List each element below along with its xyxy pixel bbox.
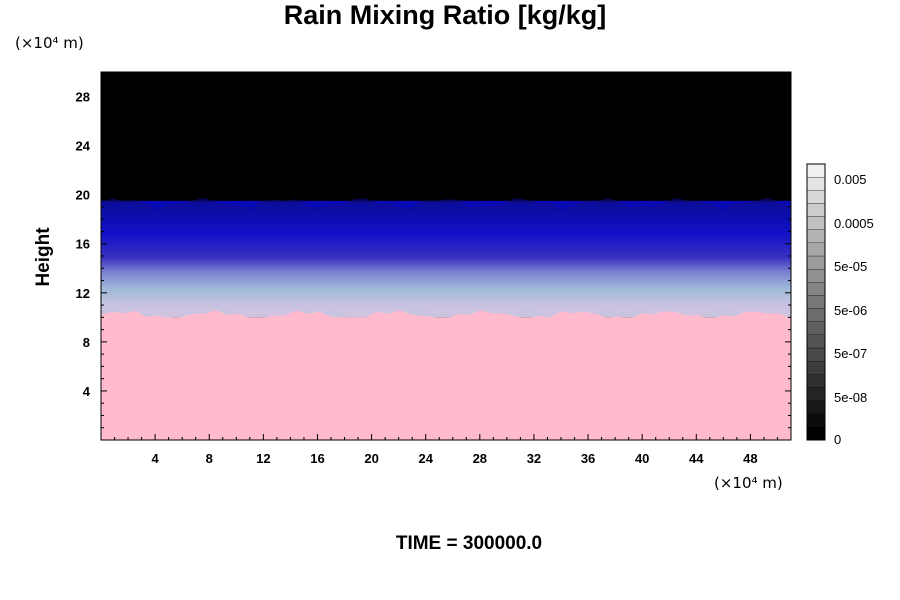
time-label: TIME = 300000.0 [396, 533, 542, 554]
colorbar-band [806, 426, 826, 441]
colorbar-band [806, 268, 826, 283]
colorbar-band [806, 295, 826, 309]
x-tick-label: 48 [743, 451, 757, 466]
x-tick-label: 4 [152, 451, 160, 466]
colorbar-band [806, 176, 826, 191]
x-tick-label: 36 [581, 451, 595, 466]
x-tick-label: 40 [635, 451, 649, 466]
x-tick-label: 28 [473, 451, 487, 466]
x-axis: 4 8 12 16 20 24 28 32 36 40 44 48 [114, 72, 778, 466]
y-tick-label: 16 [76, 237, 90, 252]
colorbar-label: 0 [834, 432, 841, 447]
x-tick-label: 44 [689, 451, 704, 466]
x-tick-label: 12 [256, 451, 270, 466]
x-tick-label: 24 [418, 451, 433, 466]
colorbar-band [806, 334, 826, 349]
y-tick-label: 20 [76, 188, 90, 203]
y-tick-label: 8 [83, 335, 90, 350]
y-tick-label: 28 [76, 90, 90, 105]
y-tick-label: 4 [83, 384, 91, 399]
colorbar-label: 5e-08 [834, 390, 867, 405]
x-tick-label: 16 [310, 451, 324, 466]
colorbar-frame [806, 163, 826, 441]
x-tick-label: 8 [206, 451, 213, 466]
colorbar-bands [806, 163, 826, 441]
colorbar-band [806, 255, 826, 270]
colorbar-band [806, 387, 826, 401]
colorbar-band [806, 282, 826, 296]
colorbar-band [806, 413, 826, 428]
colorbar-band [806, 308, 826, 322]
colorbar-label: 0.005 [834, 172, 867, 187]
colorbar-band [806, 163, 826, 178]
x-tick-label: 32 [527, 451, 541, 466]
x-scale-label: (×10⁴ m) [714, 474, 783, 492]
colorbar-band [806, 347, 826, 362]
y-tick-label: 12 [76, 286, 90, 301]
colorbar-band [806, 190, 826, 204]
y-tick-label: 24 [76, 139, 91, 154]
colorbar-band [806, 360, 826, 375]
heatmap-layers [101, 72, 791, 440]
cloud-band [101, 196, 791, 319]
colorbar-labels: 0.005 0.0005 5e-05 5e-06 5e-07 5e-08 0 [834, 172, 874, 447]
heatmap-layer-top [101, 72, 791, 201]
colorbar-label: 5e-07 [834, 346, 867, 361]
colorbar-label: 0.0005 [834, 216, 874, 231]
chart-title: Rain Mixing Ratio [kg/kg] [284, 0, 607, 30]
colorbar-label: 5e-06 [834, 303, 867, 318]
y-axis-label: Height [33, 227, 54, 287]
colorbar-band [806, 216, 826, 230]
colorbar: 0.005 0.0005 5e-05 5e-06 5e-07 5e-08 0 [806, 163, 874, 447]
colorbar-band [806, 321, 826, 336]
pink-surface [101, 310, 791, 440]
y-scale-label: (×10⁴ m) [15, 34, 84, 52]
colorbar-band [806, 374, 826, 388]
colorbar-label: 5e-05 [834, 259, 867, 274]
y-axis: 4 8 12 16 20 24 28 [76, 83, 791, 429]
colorbar-band [806, 400, 826, 414]
colorbar-band [806, 203, 826, 217]
x-tick-label: 20 [364, 451, 378, 466]
colorbar-band [806, 242, 826, 257]
colorbar-band [806, 229, 826, 244]
